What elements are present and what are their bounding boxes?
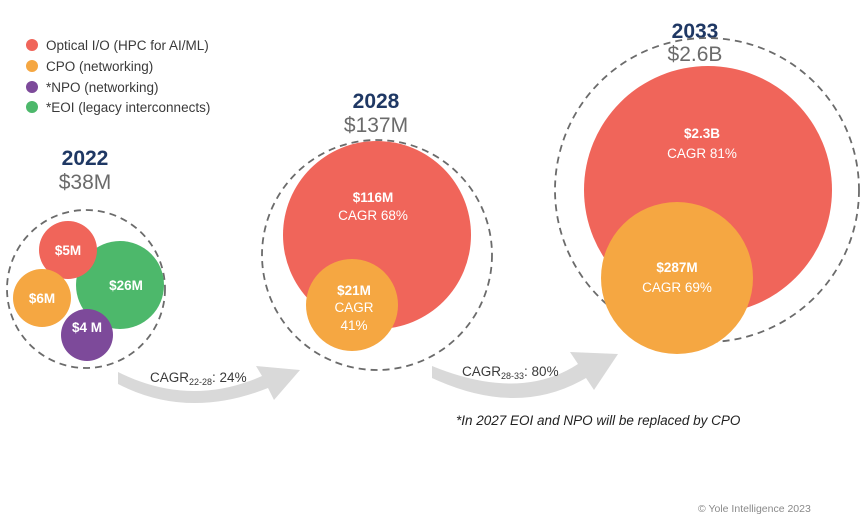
bubble-value-label: $2.3B [684, 126, 720, 141]
bubble-cpo [306, 259, 398, 351]
bubble-value-label: $116M [353, 190, 394, 205]
arrow-shape [432, 352, 618, 398]
total-label: $2.6B [668, 43, 723, 66]
bubble-cpo [601, 202, 753, 354]
legend-label: Optical I/O (HPC for AI/ML) [46, 38, 209, 53]
group-2033: 2033 $2.6B $2.3B CAGR 81% $287M CAGR 69% [554, 20, 860, 354]
source-credit: © Yole Intelligence 2023 [698, 503, 811, 515]
group-outline [554, 37, 860, 343]
group-outline [261, 139, 493, 371]
legend-item: *NPO (networking) [26, 80, 159, 95]
bubble-cagr-label: CAGR 81% [667, 146, 737, 161]
year-label: 2028 [353, 90, 400, 113]
growth-arrow-2028-2033: CAGR28-33: 80% [432, 352, 618, 398]
legend-item: CPO (networking) [26, 59, 153, 74]
year-label: 2033 [672, 20, 719, 43]
bubble-value-label: $26M [109, 278, 143, 293]
group-2028: 2028 $137M $116M CAGR 68% $21M CAGR 41% [261, 90, 493, 371]
bubble-optical-io [39, 221, 97, 279]
legend-item: Optical I/O (HPC for AI/ML) [26, 38, 209, 53]
legend-swatch-eoi [26, 101, 38, 113]
group-outline [6, 209, 166, 369]
year-label: 2022 [62, 147, 109, 170]
arrow-cagr-label: CAGR22-28: 24% [150, 370, 247, 387]
bubble-eoi [76, 241, 164, 329]
bubble-cagr-label: CAGR 69% [642, 280, 712, 295]
legend-swatch-optical-io [26, 39, 38, 51]
arrow-cagr-label: CAGR28-33: 80% [462, 364, 559, 381]
legend-swatch-npo [26, 81, 38, 93]
legend-label: CPO (networking) [46, 59, 153, 74]
bubble-value-label: $5M [55, 243, 81, 258]
bubble-cpo [13, 269, 71, 327]
bubble-value-label: $4 M [72, 320, 102, 335]
legend-label: *EOI (legacy interconnects) [46, 100, 210, 115]
legend-item: *EOI (legacy interconnects) [26, 100, 210, 115]
total-label: $137M [344, 114, 408, 137]
total-label: $38M [59, 171, 112, 194]
arrow-shape [118, 366, 300, 404]
bubble-npo [61, 309, 113, 361]
legend-label: *NPO (networking) [46, 80, 159, 95]
bubble-value-label: $21M [337, 283, 371, 298]
bubble-cagr-label: CAGR [334, 300, 373, 315]
footnote: *In 2027 EOI and NPO will be replaced by… [456, 413, 741, 428]
legend-swatch-cpo [26, 60, 38, 72]
bubble-cagr-label: 41% [340, 318, 367, 333]
bubble-value-label: $287M [656, 260, 697, 275]
bubble-cagr-label: CAGR 68% [338, 208, 408, 223]
bubble-value-label: $6M [29, 291, 55, 306]
legend: Optical I/O (HPC for AI/ML) CPO (network… [26, 38, 210, 115]
group-2022: 2022 $38M $26M $5M $6M $4 M [6, 147, 166, 369]
growth-arrow-2022-2028: CAGR22-28: 24% [118, 366, 300, 404]
